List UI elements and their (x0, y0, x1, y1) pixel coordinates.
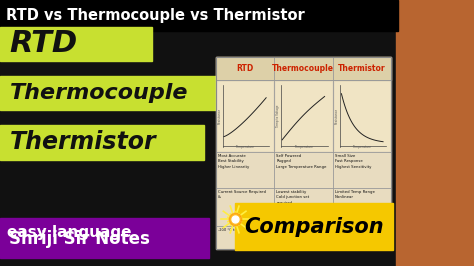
Text: Resistance: Resistance (335, 107, 338, 124)
Text: -80 °C to 300 °C: -80 °C to 300 °C (335, 228, 365, 232)
Text: Thermocouple: Thermocouple (9, 83, 188, 103)
Text: -200 °C to 1750 °C: -200 °C to 1750 °C (276, 228, 310, 232)
Bar (0, 218, 209, 258)
Text: Current Source Required
&: Current Source Required & (218, 190, 265, 199)
Text: Limited Temp Range
Nonlinear: Limited Temp Range Nonlinear (335, 190, 374, 199)
Bar (276, 82, 330, 149)
Text: Thermocouple: Thermocouple (273, 64, 334, 73)
Bar (0, 125, 204, 160)
Text: Thermistor: Thermistor (9, 130, 156, 154)
Text: RTD vs Thermocouple vs Thermistor: RTD vs Thermocouple vs Thermistor (6, 8, 304, 23)
Text: RTD: RTD (9, 29, 78, 59)
Text: Temperature: Temperature (352, 145, 371, 149)
Bar (218, 82, 272, 149)
Bar (0, 76, 237, 110)
Text: easy language: easy language (7, 225, 132, 240)
Text: Lowest stability
Cold junction set
required: Lowest stability Cold junction set requi… (276, 190, 309, 205)
Text: Comparison: Comparison (244, 217, 384, 237)
Text: Temp to Voltage: Temp to Voltage (276, 105, 280, 127)
Bar (0, 0, 398, 31)
Bar (235, 203, 393, 250)
Text: Resistance: Resistance (218, 107, 222, 124)
Bar (216, 57, 391, 249)
Text: Small Size
Fast Response
Highest Sensitivity: Small Size Fast Response Highest Sensiti… (335, 154, 371, 169)
Text: -200 °C to 850 °C: -200 °C to 850 °C (218, 228, 250, 232)
Text: Thermistor: Thermistor (338, 64, 386, 73)
Bar (335, 82, 389, 149)
Text: Temperature: Temperature (236, 145, 255, 149)
Bar (216, 57, 391, 249)
Text: Shriji Sir Notes: Shriji Sir Notes (9, 230, 150, 248)
Bar (396, 0, 474, 266)
Bar (0, 27, 152, 61)
Text: Temperature: Temperature (294, 145, 313, 149)
Text: RTD: RTD (236, 64, 254, 73)
Bar (216, 57, 391, 80)
Text: Self Powered
Rugged
Large Temperature Range: Self Powered Rugged Large Temperature Ra… (276, 154, 327, 169)
Text: Most Accurate
Best Stability
Higher Linearity: Most Accurate Best Stability Higher Line… (218, 154, 249, 169)
